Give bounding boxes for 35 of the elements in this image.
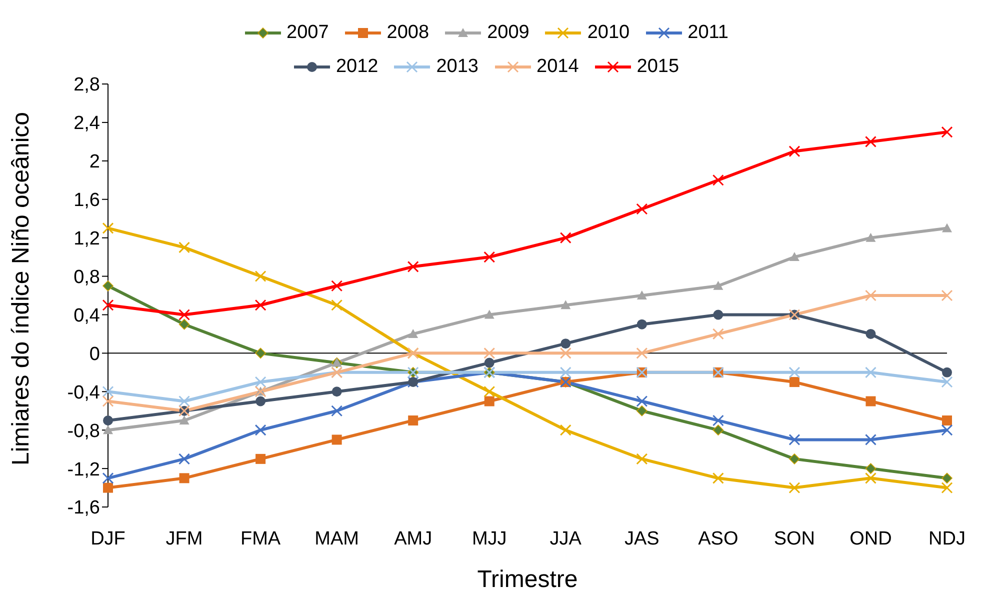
- legend-label: 2008: [386, 22, 430, 44]
- x-tick-label: JJA: [550, 528, 582, 550]
- y-axis-title: Limiares do índice Niño oceânico: [8, 112, 35, 466]
- y-tick-label: 2,8: [74, 74, 100, 96]
- y-tick-label: 2: [89, 152, 100, 173]
- y-tick-label: 0,8: [74, 267, 100, 288]
- legend-label: 2011: [688, 22, 728, 44]
- y-tick-label: -0,4: [67, 382, 100, 404]
- y-tick-label: 0: [89, 344, 100, 365]
- legend-label: 2012: [336, 56, 378, 78]
- y-tick-label: -1,6: [67, 498, 100, 519]
- y-tick-label: -0,8: [67, 420, 100, 442]
- x-tick-label: DJF: [90, 528, 126, 550]
- y-tick-label: -1,2: [67, 459, 100, 480]
- legend-label: 2010: [587, 22, 630, 44]
- x-axis-title: Trimestre: [477, 566, 578, 593]
- x-tick-label: SON: [774, 528, 816, 550]
- legend-label: 2015: [636, 56, 680, 78]
- y-tick-label: 1,6: [74, 190, 100, 212]
- y-tick-label: 0,4: [74, 305, 100, 326]
- x-tick-label: OND: [850, 528, 892, 550]
- x-tick-label: MAM: [314, 528, 359, 550]
- x-tick-label: FMA: [240, 528, 281, 550]
- legend-label: 2013: [436, 56, 478, 78]
- x-tick-label: JFM: [166, 528, 203, 550]
- x-tick-label: JAS: [624, 528, 660, 550]
- x-tick-label: ASO: [698, 528, 738, 550]
- legend-label: 2009: [487, 22, 530, 44]
- y-tick-label: 2,4: [74, 113, 100, 134]
- x-tick-label: MJJ: [472, 528, 507, 550]
- legend-label: 2007: [286, 22, 329, 44]
- legend-label: 2014: [536, 56, 579, 78]
- y-tick-label: 1,2: [74, 228, 100, 250]
- x-tick-label: AMJ: [394, 528, 432, 550]
- x-tick-label: NDJ: [928, 528, 966, 550]
